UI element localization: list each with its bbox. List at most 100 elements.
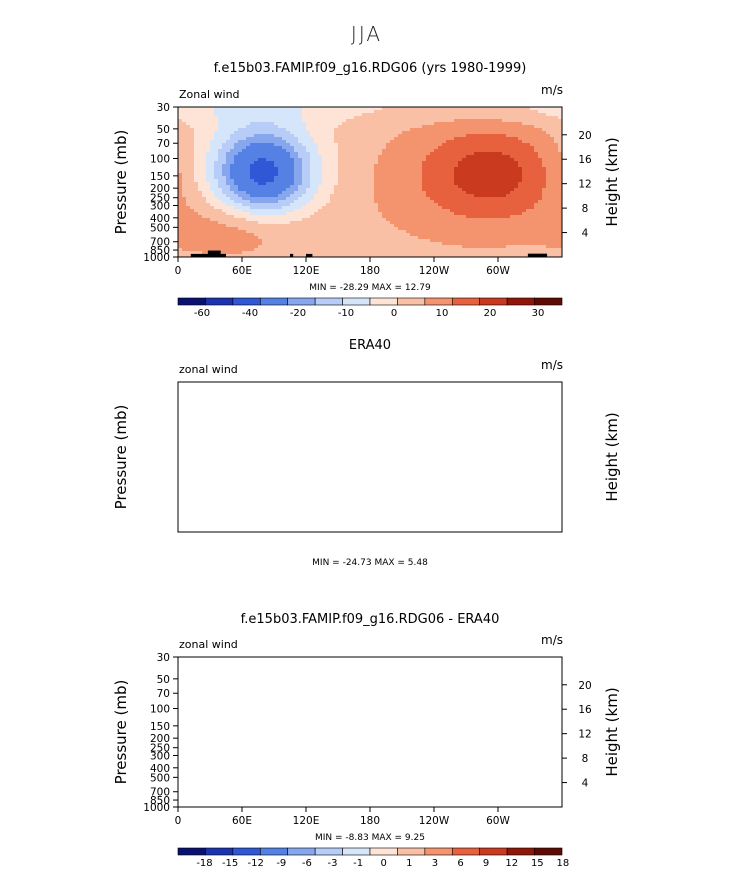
field-cell [502, 197, 507, 201]
field-cell [326, 221, 331, 225]
field-cell [246, 131, 251, 135]
field-cell [542, 161, 547, 165]
field-cell [386, 206, 391, 210]
field-cell [514, 161, 519, 165]
field-cell [374, 173, 379, 177]
field-cell [226, 152, 231, 156]
field-cell [270, 206, 275, 210]
field-cell [330, 197, 335, 201]
field-cell [286, 209, 291, 213]
field-cell [218, 152, 223, 156]
field-cell [302, 152, 307, 156]
field-cell [266, 248, 271, 252]
field-cell [282, 233, 287, 237]
field-cell [430, 197, 435, 201]
field-cell [202, 170, 207, 174]
field-cell [350, 116, 355, 120]
field-cell [442, 131, 447, 135]
field-cell [474, 197, 479, 201]
pressure-tick-label: 30 [157, 102, 170, 114]
field-cell [306, 134, 311, 138]
field-cell [186, 182, 191, 186]
field-cell [342, 188, 347, 192]
field-cell [550, 107, 555, 111]
field-cell [454, 221, 459, 225]
field-cell [286, 203, 291, 207]
field-cell [382, 137, 387, 141]
colorbar-label: 0 [391, 308, 397, 319]
field-cell [238, 176, 243, 180]
field-cell [286, 657, 291, 661]
field-cell [282, 657, 287, 661]
field-cell [450, 657, 455, 661]
field-cell [346, 149, 351, 153]
field-cell [194, 218, 199, 222]
field-cell [534, 128, 539, 132]
field-cell [282, 248, 287, 252]
field-cell [274, 209, 279, 213]
field-cell [494, 242, 499, 246]
field-cell [410, 125, 415, 129]
field-cell [222, 134, 227, 138]
field-cell [262, 161, 267, 165]
field-cell [378, 233, 383, 237]
field-cell [402, 113, 407, 117]
field-cell [214, 143, 219, 147]
field-cell [298, 176, 303, 180]
field-cell [278, 206, 283, 210]
field-cell [358, 128, 363, 132]
field-cell [354, 140, 359, 144]
field-cell [478, 146, 483, 150]
field-cell [506, 185, 511, 189]
field-cell [446, 185, 451, 189]
field-cell [210, 131, 215, 135]
field-cell [290, 170, 295, 174]
field-cell [550, 128, 555, 132]
field-cell [458, 188, 463, 192]
field-cell [498, 164, 503, 168]
field-cell [498, 212, 503, 216]
field-cell [342, 209, 347, 213]
field-cell [242, 245, 247, 249]
field-cell [246, 194, 251, 198]
field-cell [438, 140, 443, 144]
field-cell [458, 197, 463, 201]
field-cell [478, 122, 483, 126]
field-cell [482, 152, 487, 156]
field-cell [506, 107, 511, 111]
field-cell [210, 194, 215, 198]
field-cell [550, 125, 555, 129]
field-cell [530, 185, 535, 189]
field-cell [558, 125, 562, 129]
field-cell [442, 197, 447, 201]
field-cell [206, 242, 211, 246]
field-cell [398, 230, 403, 234]
field-cell [202, 137, 207, 141]
field-cell [406, 125, 411, 129]
field-cell [310, 191, 315, 195]
field-cell [370, 116, 375, 120]
field-cell [530, 137, 535, 141]
field-cell [546, 110, 551, 114]
field-cell [262, 155, 267, 159]
field-cell [494, 248, 499, 252]
field-cell [442, 128, 447, 132]
field-cell [198, 206, 203, 210]
field-cell [550, 248, 555, 252]
field-cell [526, 224, 531, 228]
field-cell [454, 158, 459, 162]
field-cell [306, 230, 311, 234]
field-cell [350, 218, 355, 222]
field-cell [434, 245, 439, 249]
field-cell [270, 182, 275, 186]
field-cell [274, 227, 279, 231]
field-cell [542, 242, 547, 246]
field-cell [454, 149, 459, 153]
field-cell [318, 116, 323, 120]
field-cell [542, 140, 547, 144]
field-cell [258, 149, 263, 153]
field-cell [270, 227, 275, 231]
field-cell [190, 155, 195, 159]
field-cell [410, 170, 415, 174]
field-cell [230, 227, 235, 231]
